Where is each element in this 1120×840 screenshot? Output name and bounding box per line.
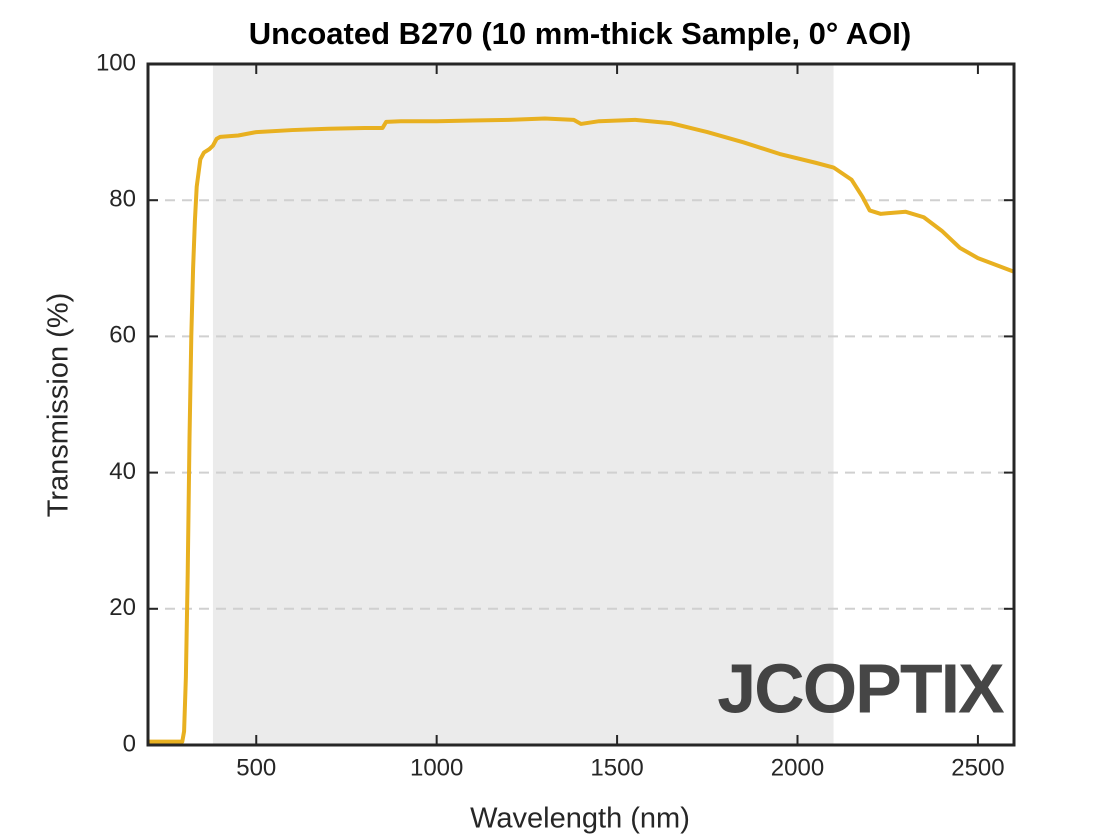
y-tick-label: 80 bbox=[109, 186, 136, 213]
y-tick-label: 20 bbox=[109, 594, 136, 621]
x-tick-label: 500 bbox=[236, 754, 276, 781]
x-tick-label: 2500 bbox=[951, 754, 1004, 781]
x-tick-label: 1000 bbox=[410, 754, 463, 781]
y-tick-label: 60 bbox=[109, 322, 136, 349]
watermark: JCOPTIX bbox=[717, 649, 1005, 727]
y-tick-label: 0 bbox=[123, 730, 136, 757]
plot-frame bbox=[146, 62, 1016, 747]
series-line bbox=[148, 116, 1015, 744]
x-axis-label: Wavelength (nm) bbox=[470, 803, 690, 835]
y-tick-label: 40 bbox=[109, 458, 136, 485]
x-tick-label: 1500 bbox=[590, 754, 643, 781]
y-tick-label: 100 bbox=[96, 49, 136, 76]
chart-title: Uncoated B270 (10 mm-thick Sample, 0° AO… bbox=[249, 16, 911, 51]
y-axis-label: Transmission (%) bbox=[43, 293, 75, 518]
highlight-band bbox=[212, 64, 834, 745]
x-tick-label: 2000 bbox=[771, 754, 824, 781]
